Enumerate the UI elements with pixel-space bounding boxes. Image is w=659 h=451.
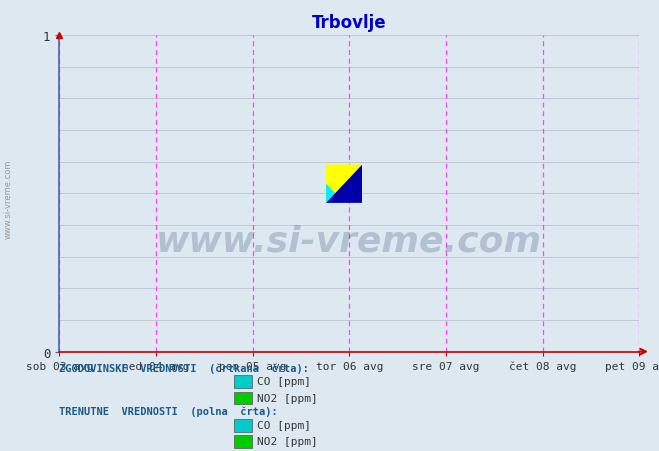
Text: ZGODOVINSKE  VREDNOSTI  (črtkana  črta):: ZGODOVINSKE VREDNOSTI (črtkana črta): bbox=[59, 363, 309, 373]
Text: NO2 [ppm]: NO2 [ppm] bbox=[257, 436, 318, 446]
Text: CO [ppm]: CO [ppm] bbox=[257, 376, 311, 386]
Text: www.si-vreme.com: www.si-vreme.com bbox=[156, 224, 542, 258]
Text: www.si-vreme.com: www.si-vreme.com bbox=[3, 159, 13, 238]
Title: Trbovlje: Trbovlje bbox=[312, 14, 387, 32]
Polygon shape bbox=[326, 165, 362, 203]
Text: CO [ppm]: CO [ppm] bbox=[257, 420, 311, 430]
Polygon shape bbox=[326, 165, 362, 203]
Polygon shape bbox=[326, 184, 344, 203]
Text: NO2 [ppm]: NO2 [ppm] bbox=[257, 393, 318, 403]
Text: TRENUTNE  VREDNOSTI  (polna  črta):: TRENUTNE VREDNOSTI (polna črta): bbox=[59, 406, 278, 416]
